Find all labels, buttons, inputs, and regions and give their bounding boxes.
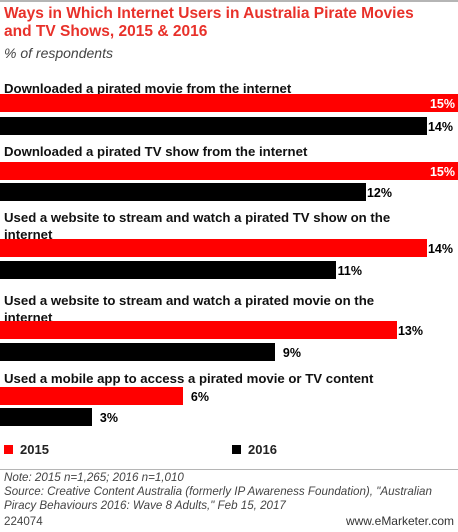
bar-2016: [0, 343, 275, 361]
bar-2016: [0, 117, 427, 135]
data-label-2015: 14%: [428, 242, 453, 256]
data-label-2016: 11%: [338, 264, 362, 278]
bar-2015: [0, 321, 397, 339]
category-label: Used a mobile app to access a pirated mo…: [4, 371, 374, 386]
source-text: Source: Creative Content Australia (form…: [4, 485, 432, 512]
brand-text: www.eMarketer.com: [345, 514, 454, 528]
bar-2015: [0, 387, 183, 405]
footer-rule: [0, 469, 458, 470]
legend-swatch-2015: [4, 444, 13, 454]
bar-2016: [0, 408, 92, 426]
data-label-2015: 15%: [430, 165, 455, 179]
legend-item-2016: 2016: [232, 441, 277, 457]
data-label-2015: 6%: [191, 390, 209, 404]
bar-2016: [0, 261, 336, 279]
bar-2015: [0, 162, 458, 180]
category-label: Used a website to stream and watch a pir…: [4, 210, 390, 225]
data-label-2016: 14%: [428, 120, 453, 134]
top-rule: [0, 0, 458, 2]
category-label: Downloaded a pirated movie from the inte…: [4, 81, 292, 96]
data-label-2016: 3%: [100, 411, 118, 425]
legend-label-2015: 2015: [20, 441, 49, 457]
data-label-2015: 13%: [398, 324, 423, 338]
note-text: Note: 2015 n=1,265; 2016 n=1,010: [4, 471, 184, 484]
chart-id: 224074: [4, 515, 43, 528]
legend-swatch-2016: [232, 444, 241, 454]
bar-2016: [0, 183, 366, 201]
bar-chart: Downloaded a pirated movie from the inte…: [0, 81, 458, 426]
legend-item-2015: 2015: [4, 441, 49, 457]
category-label: internet: [4, 227, 53, 242]
bar-2015: [0, 239, 427, 257]
category-label: Used a website to stream and watch a pir…: [4, 293, 374, 308]
data-label-2016: 9%: [283, 346, 301, 360]
data-label-2016: 12%: [367, 186, 392, 200]
brand-logo: www.eMarketer.com: [346, 514, 454, 528]
chart-title: Ways in Which Internet Users in Australi…: [4, 5, 414, 40]
chart-subtitle: % of respondents: [4, 45, 113, 61]
bar-2015: [0, 94, 458, 112]
footnote: Note: 2015 n=1,265; 2016 n=1,010 Source:…: [4, 471, 456, 513]
category-label: Downloaded a pirated TV show from the in…: [4, 144, 308, 159]
legend-label-2016: 2016: [248, 441, 277, 457]
data-label-2015: 15%: [430, 97, 455, 111]
